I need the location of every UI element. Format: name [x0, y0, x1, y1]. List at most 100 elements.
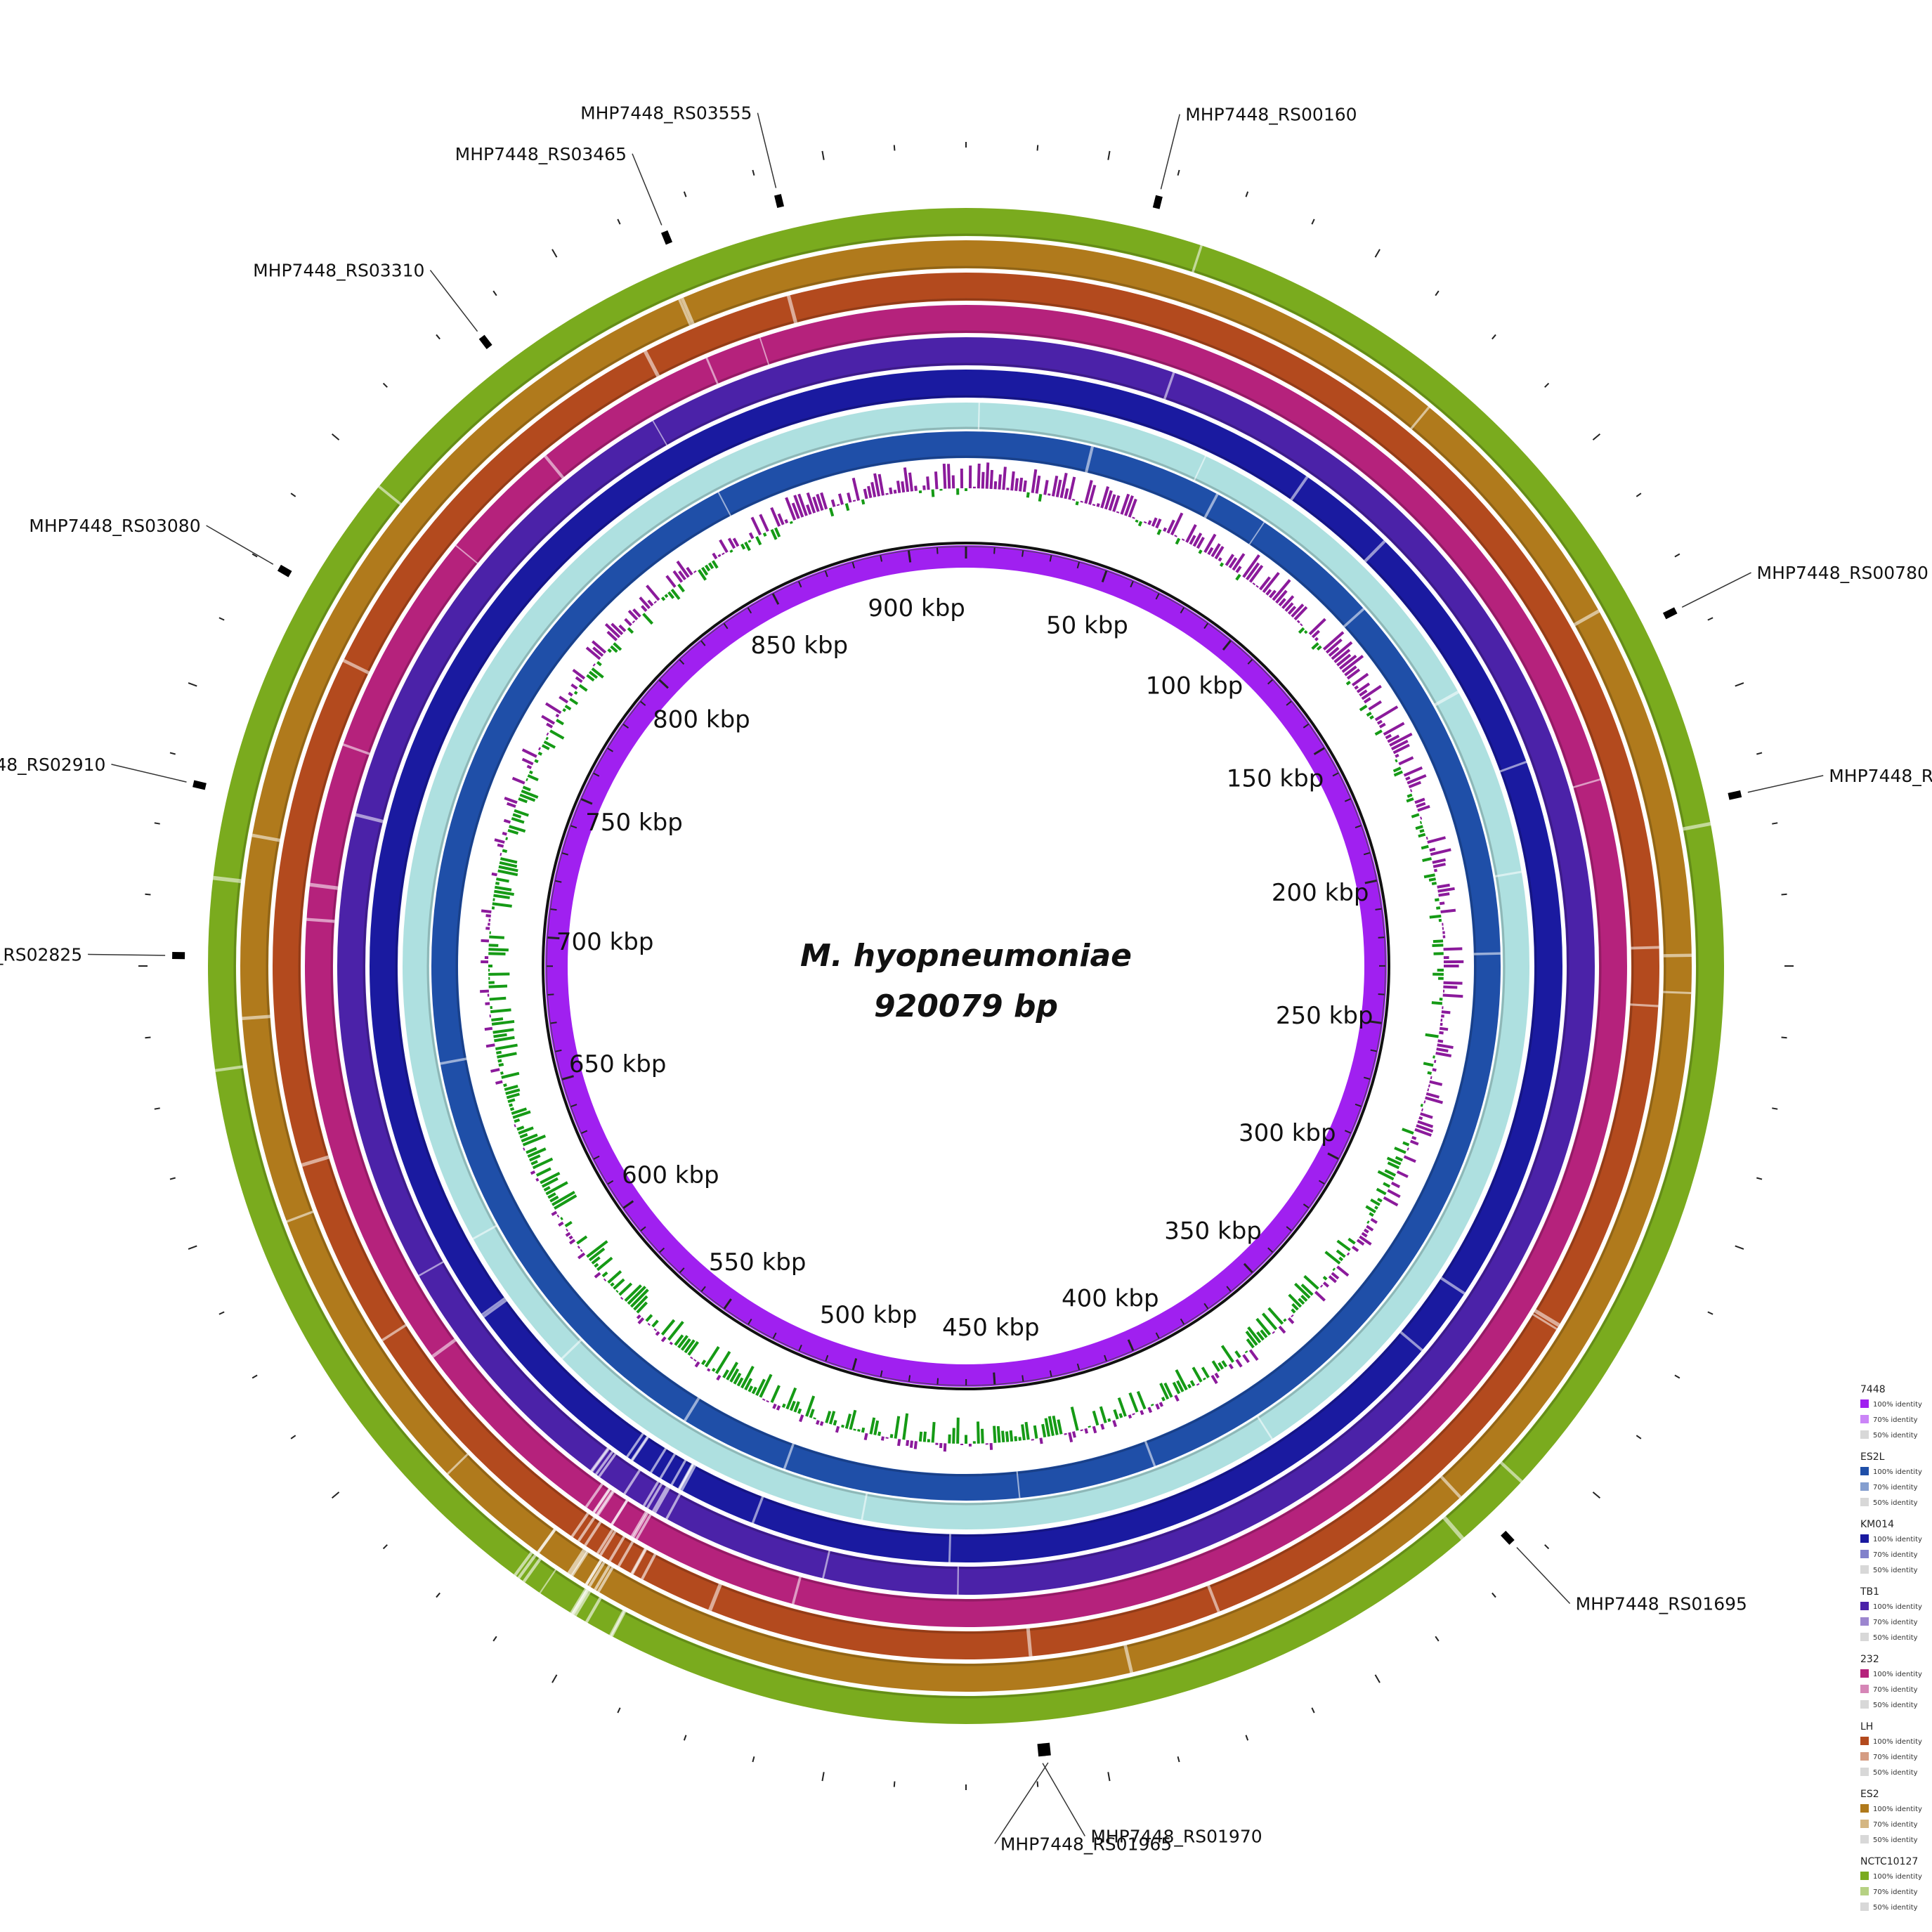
outer-tick — [218, 617, 225, 621]
gc-bar — [501, 1071, 520, 1079]
gene-marker — [1043, 1742, 1051, 1756]
gc-bar — [922, 485, 926, 490]
minor-tick — [1286, 1226, 1292, 1232]
major-tick — [1369, 1020, 1382, 1024]
gc-bar — [1210, 1374, 1218, 1385]
minor-tick — [1247, 658, 1253, 665]
gc-bar — [1272, 579, 1291, 601]
legend-swatch — [1860, 1768, 1869, 1776]
gc-bar — [727, 537, 736, 549]
gc-bar — [1403, 766, 1423, 777]
gc-bar — [1417, 804, 1430, 812]
gc-bar — [541, 1177, 559, 1188]
outer-tick — [1245, 191, 1249, 197]
outer-tick — [1435, 1636, 1440, 1642]
gc-bar — [736, 1377, 744, 1387]
gc-bar — [585, 646, 601, 660]
ring-gap — [1290, 476, 1309, 501]
gc-bar — [1395, 753, 1399, 758]
gc-bar — [528, 1154, 541, 1162]
gc-bar — [543, 740, 556, 749]
outer-tick — [821, 1772, 825, 1782]
gc-bar — [755, 1378, 766, 1397]
gc-bar — [488, 952, 506, 955]
minor-tick — [1363, 851, 1371, 856]
minor-tick — [607, 1180, 614, 1185]
gc-bar — [1369, 714, 1374, 720]
outer-tick — [1592, 1492, 1601, 1499]
gc-bar — [1442, 993, 1463, 998]
outer-tick — [1177, 1756, 1180, 1763]
gc-bar — [1172, 1381, 1181, 1395]
major-tick — [561, 1075, 574, 1081]
outer-tick — [436, 334, 440, 340]
gc-bar — [1324, 1251, 1341, 1265]
gc-bar — [1336, 1239, 1351, 1252]
gc-bar — [849, 1409, 857, 1430]
ring-gap — [651, 1486, 668, 1513]
gc-bar — [1187, 1383, 1192, 1389]
gc-bar — [813, 1417, 816, 1420]
gc-bar — [1296, 620, 1300, 624]
gc-bar — [825, 1411, 832, 1423]
gc-bar — [714, 1350, 731, 1374]
gc-bar — [952, 1428, 955, 1444]
gc-bar — [1436, 1047, 1449, 1052]
ring-edge — [363, 363, 1569, 1569]
outer-tick — [218, 1311, 225, 1315]
gc-bar — [1303, 629, 1308, 634]
legend-level: 100% identity — [1873, 1873, 1922, 1881]
gc-bar — [1351, 672, 1369, 686]
legend-level: 70% identity — [1873, 1416, 1918, 1424]
gc-bar — [1291, 1303, 1299, 1311]
ring-gap — [1440, 1475, 1462, 1499]
gc-bar — [554, 1194, 577, 1210]
legend-swatch — [1860, 1752, 1869, 1761]
gc-bar — [544, 702, 562, 714]
gc-bar — [1291, 1314, 1294, 1318]
gc-bar — [1038, 494, 1043, 502]
gc-bar — [704, 1346, 720, 1368]
legend-title: LH — [1860, 1721, 1873, 1732]
gc-bar — [1376, 719, 1383, 725]
gc-bar — [636, 1314, 641, 1319]
gc-bar — [1221, 1360, 1228, 1368]
gc-bar — [494, 889, 514, 896]
ring-gap — [1085, 446, 1095, 473]
gc-bar — [1405, 776, 1411, 781]
gc-bar — [1137, 521, 1143, 527]
outer-tick — [436, 1592, 440, 1598]
ring-gap — [588, 1561, 606, 1588]
gc-bar — [1140, 1409, 1144, 1416]
gc-bar — [690, 1356, 693, 1359]
gc-bar — [1322, 631, 1345, 651]
gc-bar — [693, 570, 697, 573]
gc-bar — [1359, 704, 1368, 712]
gc-bar — [1430, 848, 1451, 856]
ring-gap — [431, 1338, 457, 1358]
gc-bar — [1294, 1282, 1311, 1299]
gc-bar — [684, 1339, 696, 1354]
gc-bar — [1359, 1235, 1372, 1246]
tick-label: 450 kbp — [942, 1314, 1040, 1342]
gc-bar — [880, 1436, 885, 1441]
gc-bar — [492, 1028, 514, 1034]
gc-bar — [1026, 492, 1030, 498]
gc-bar — [1325, 638, 1343, 654]
gc-bar — [1429, 847, 1436, 852]
ring-gap — [759, 337, 770, 365]
ring-km014 — [370, 370, 1562, 1562]
gc-bar — [1341, 655, 1364, 673]
minor-tick — [1180, 1318, 1185, 1325]
gc-bar — [680, 1338, 691, 1351]
gc-bar — [500, 857, 518, 864]
gc-bar — [1035, 475, 1041, 494]
gc-bar — [1136, 1390, 1147, 1410]
ring-gap — [631, 1548, 648, 1575]
minor-tick — [824, 570, 828, 577]
gc-bar — [1128, 1392, 1139, 1413]
gc-bar — [577, 1246, 581, 1249]
gc-bar — [1311, 642, 1319, 650]
gc-bar — [877, 1431, 882, 1436]
gc-bar — [493, 1033, 507, 1038]
